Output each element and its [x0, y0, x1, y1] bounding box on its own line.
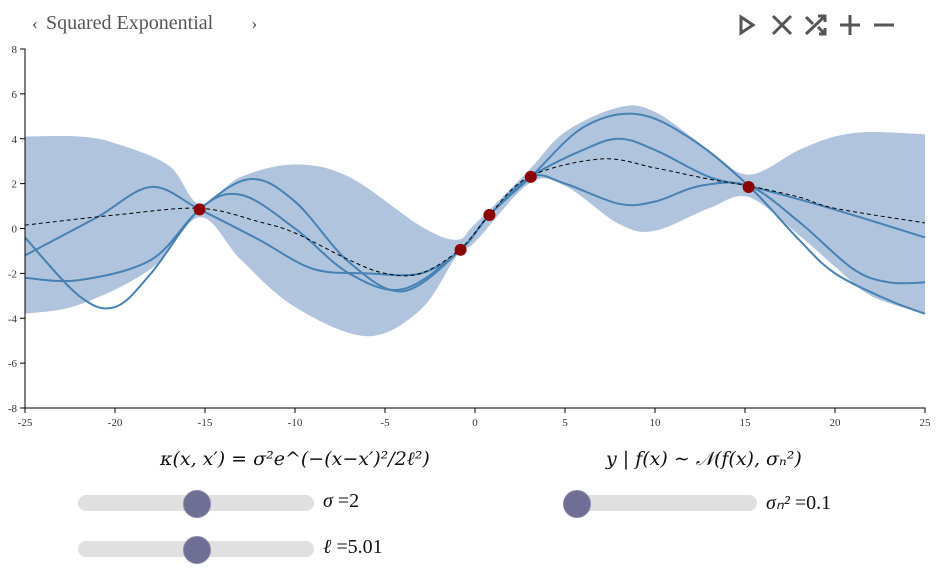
y-tick-label: -2: [8, 268, 17, 280]
kernel-title: Squared Exponential: [46, 12, 214, 34]
length-scale-value: ℓ =5.01: [323, 536, 383, 558]
x-tick-label: 5: [562, 417, 568, 429]
play-icon[interactable]: [736, 12, 760, 38]
x-tick-label: -25: [18, 417, 33, 429]
toolbar: [736, 12, 896, 38]
x-tick-label: 20: [830, 417, 842, 429]
observation-point[interactable]: [524, 170, 537, 183]
noise-slider-knob[interactable]: [563, 490, 591, 518]
chevron-right-icon[interactable]: ›: [251, 13, 258, 33]
noise-slider[interactable]: [563, 490, 757, 518]
clear-icon[interactable]: [770, 12, 794, 38]
plus-icon[interactable]: [838, 12, 862, 38]
x-tick-label: 0: [472, 417, 478, 429]
y-tick-label: 8: [12, 44, 18, 56]
chevron-left-icon[interactable]: ‹: [32, 13, 38, 33]
y-tick-label: -6: [8, 358, 18, 370]
x-tick-label: -10: [288, 417, 303, 429]
x-tick-label: 10: [650, 417, 662, 429]
kernel-formula: κ(x, x′) = σ²e^(−(x−x′)²/2ℓ²): [160, 448, 430, 470]
sigma-value: σ =2: [323, 490, 360, 512]
observation-point[interactable]: [742, 180, 755, 193]
y-tick-label: -4: [8, 313, 18, 325]
sigma-slider[interactable]: [78, 490, 314, 518]
y-tick-label: 2: [12, 179, 18, 191]
shuffle-icon[interactable]: [804, 12, 828, 38]
x-tick-label: -20: [108, 417, 123, 429]
minus-icon[interactable]: [872, 12, 896, 38]
kernel-selector: ‹ Squared Exponential ›: [32, 12, 257, 35]
mean-line: [24, 158, 926, 277]
y-tick-label: -8: [8, 403, 18, 415]
x-tick-label: -5: [380, 417, 390, 429]
y-tick-label: 6: [12, 89, 18, 101]
length-scale-slider[interactable]: [78, 536, 314, 564]
x-tick-label: -15: [198, 417, 213, 429]
likelihood-formula: y | f(x) ∼ 𝒩(f(x), σₙ²): [606, 448, 802, 470]
x-tick-label: 15: [740, 417, 752, 429]
sigma-slider-knob[interactable]: [183, 490, 211, 518]
x-tick-label: 25: [920, 417, 932, 429]
observation-point[interactable]: [193, 203, 206, 216]
y-tick-label: 4: [12, 134, 18, 146]
observation-point[interactable]: [454, 243, 467, 256]
noise-value: σₙ² =0.1: [766, 492, 832, 514]
confidence-band: [25, 105, 925, 337]
y-tick-label: 0: [12, 224, 18, 236]
length-scale-slider-knob[interactable]: [183, 536, 211, 564]
observation-point[interactable]: [483, 209, 496, 222]
